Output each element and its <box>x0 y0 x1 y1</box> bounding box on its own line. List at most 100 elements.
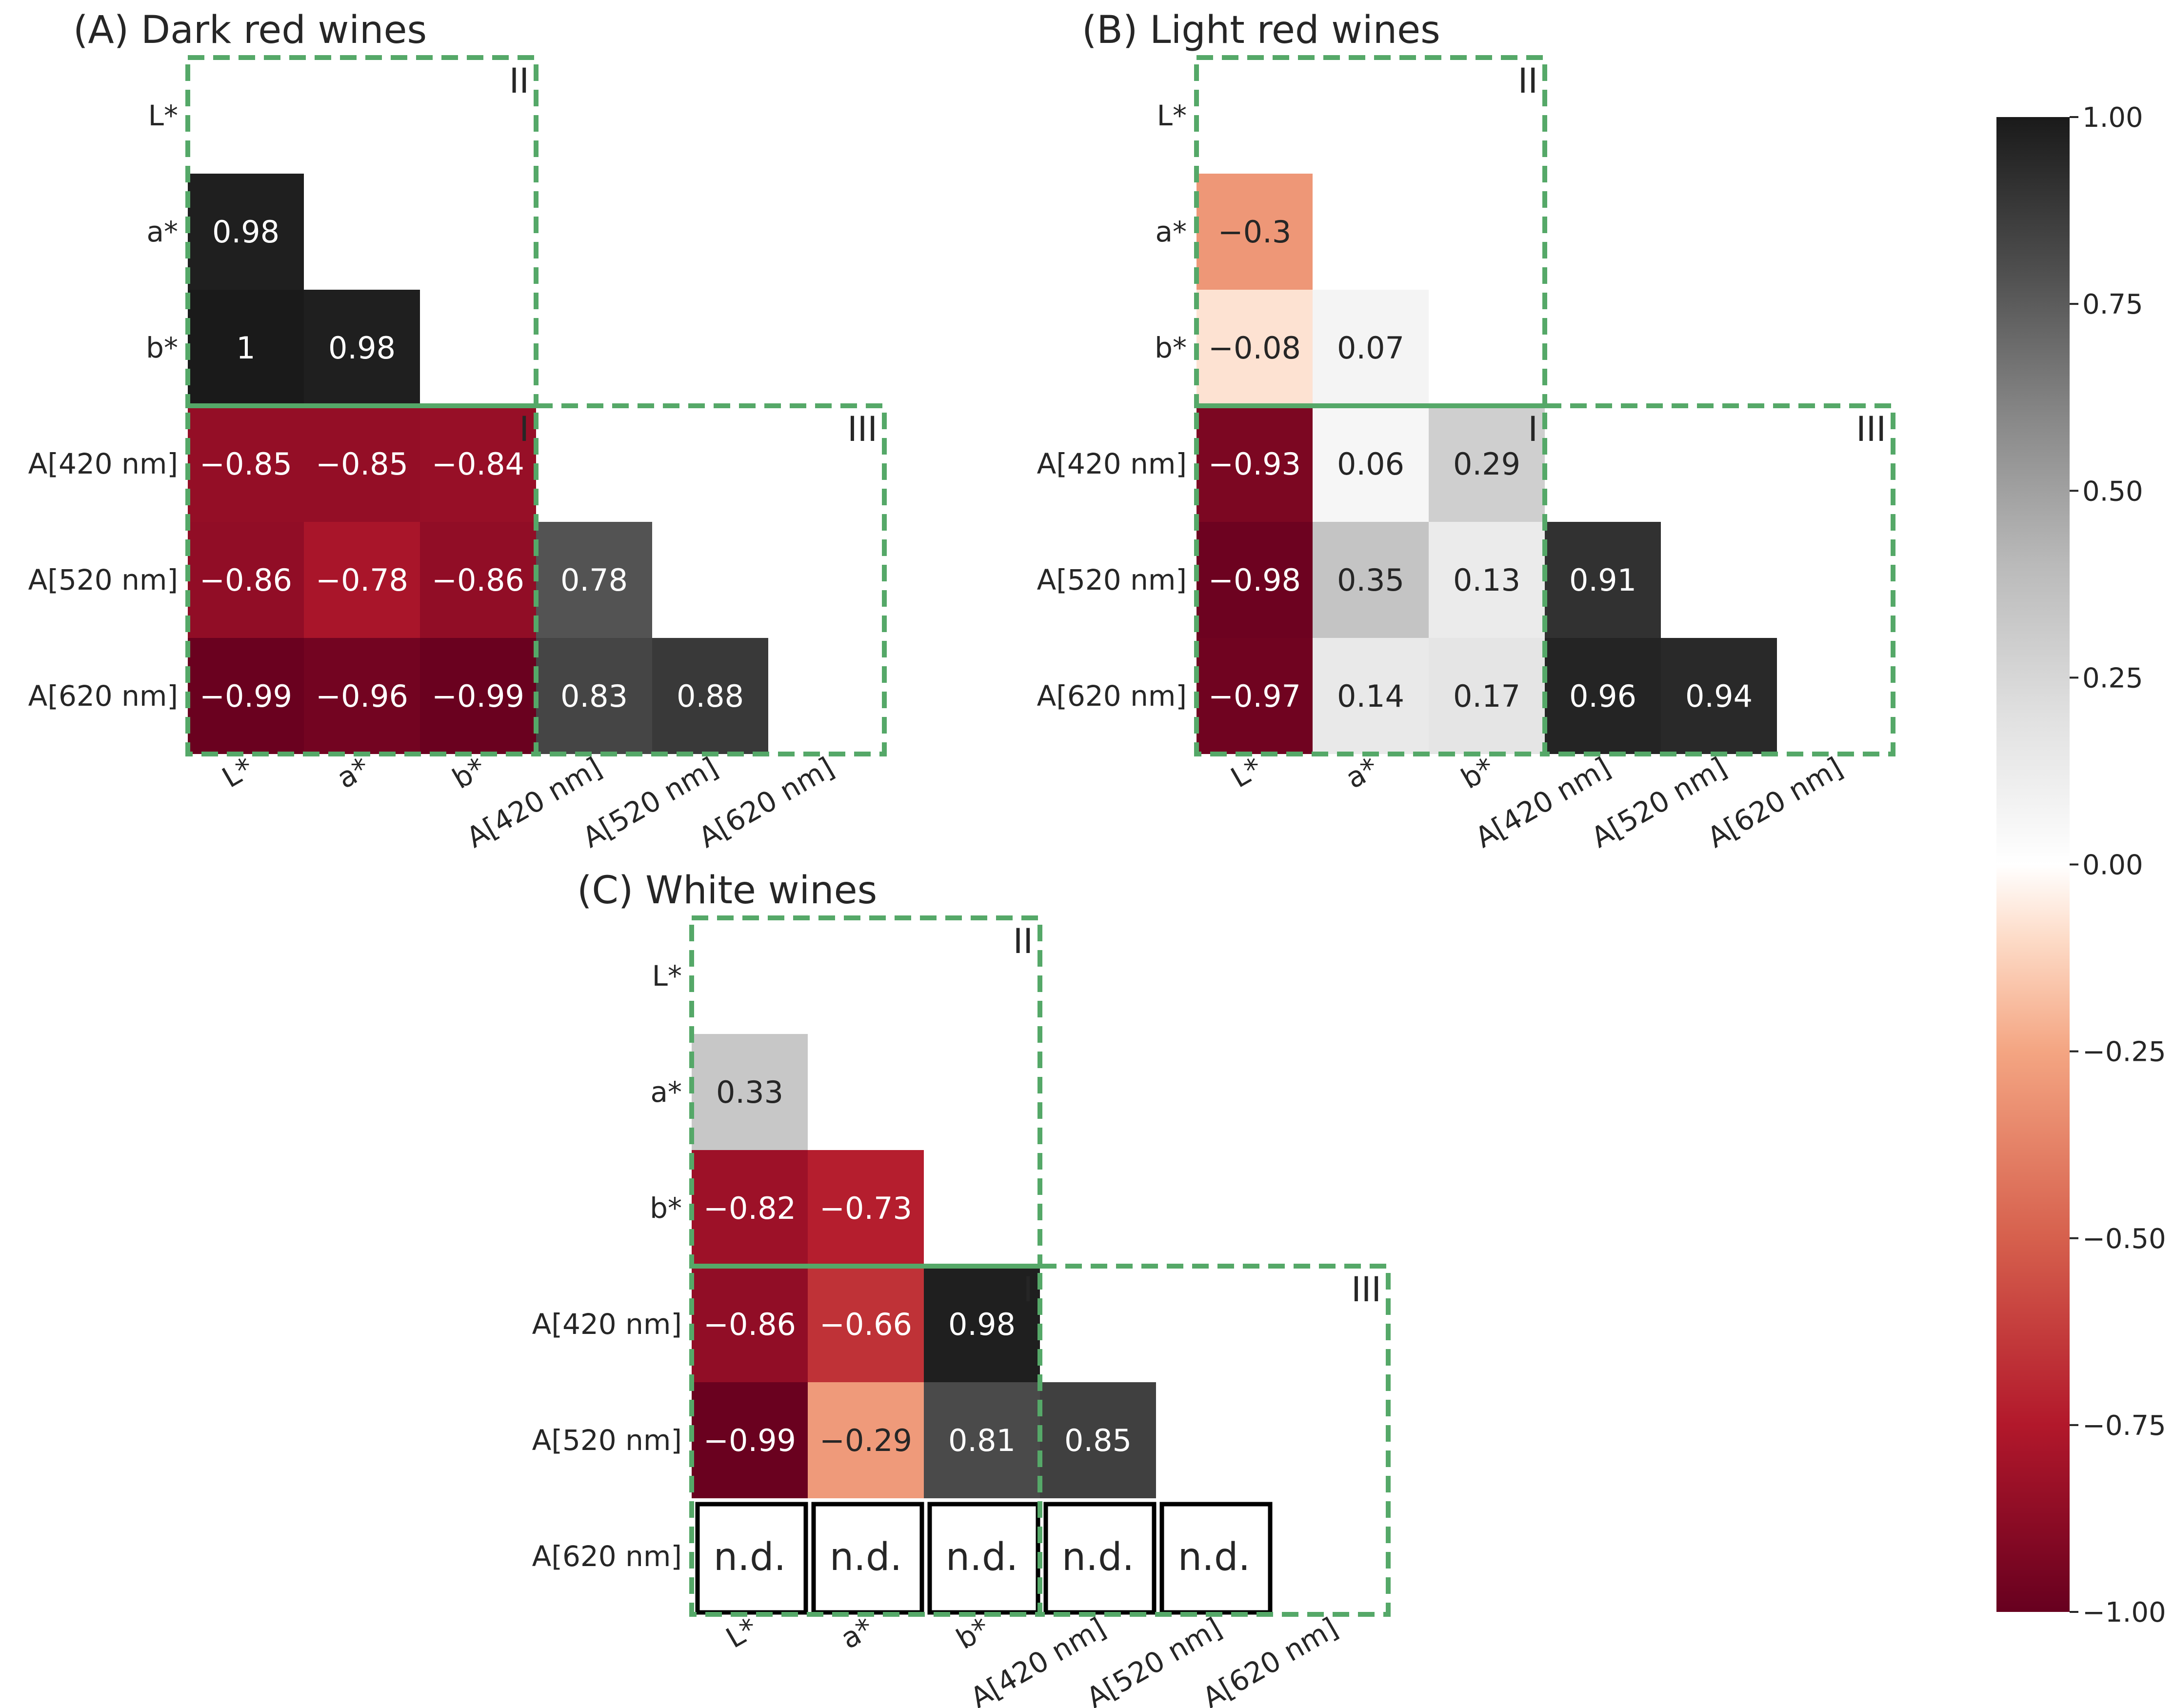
heatmap-cell <box>420 522 536 638</box>
column-tick-label: L* <box>720 1611 763 1655</box>
heatmap-panel: (A) Dark red wines 0.98 1 0.98 −0.85 −0.85 −0.… <box>28 8 887 854</box>
column-tick-label: a* <box>1340 751 1384 795</box>
cell-value-label: −0.84 <box>432 446 524 482</box>
cell-value-label: 1 <box>236 330 255 366</box>
heatmap-cell <box>808 1150 924 1266</box>
cell-value-label: 0.81 <box>948 1423 1016 1458</box>
colorbar-tick-label: −0.75 <box>2082 1410 2166 1442</box>
heatmap-cell <box>1197 522 1313 638</box>
region-outline <box>185 55 539 408</box>
cell-value-label: −0.99 <box>199 678 292 714</box>
cell-value-label: 0.98 <box>948 1307 1016 1342</box>
colorbar-tick-label: −0.25 <box>2082 1036 2166 1068</box>
heatmap-cell <box>1197 406 1313 522</box>
heatmap-cell <box>304 290 420 406</box>
region-label: II <box>509 61 529 101</box>
colorbar-tick-label: 0.25 <box>2082 662 2143 694</box>
region-outline <box>1194 55 1547 408</box>
heatmap-cell <box>924 1266 1040 1382</box>
heatmap-cell <box>1197 638 1313 754</box>
row-tick-label: A[620 nm] <box>1037 679 1187 713</box>
row-tick-label: L* <box>652 959 682 993</box>
heatmap-cell <box>188 290 304 406</box>
cell-value-label: 0.98 <box>328 330 396 366</box>
cell-value-label: −0.99 <box>703 1423 796 1458</box>
cell-value-label: 0.98 <box>212 214 279 250</box>
cell-value-label: n.d. <box>1178 1535 1251 1579</box>
row-tick-label: A[420 nm] <box>532 1308 682 1341</box>
cell-value-label: −0.99 <box>432 678 524 714</box>
cell-value-label: −0.29 <box>819 1423 912 1458</box>
region-label: III <box>1351 1270 1381 1310</box>
cell-value-label: n.d. <box>1062 1535 1135 1579</box>
heatmap-cell <box>188 174 304 290</box>
heatmap-cell <box>692 1266 808 1382</box>
heatmap-cell <box>536 522 652 638</box>
cell-value-label: n.d. <box>714 1535 786 1579</box>
heatmap-cell <box>304 522 420 638</box>
heatmap-cell <box>1197 174 1313 290</box>
colorbar-tick-label: 1.00 <box>2082 102 2143 134</box>
heatmap-cell <box>1313 290 1429 406</box>
region-label: III <box>847 409 878 449</box>
colorbar-tick-label: 0.75 <box>2082 289 2143 320</box>
heatmap-cell <box>808 1382 924 1498</box>
cell-value-label: 0.14 <box>1337 678 1404 714</box>
cell-value-label: n.d. <box>946 1535 1018 1579</box>
heatmap-cell <box>1429 638 1545 754</box>
heatmap-cell <box>1040 1382 1156 1498</box>
cell-value-label: −0.78 <box>316 562 408 598</box>
heatmap-cell <box>1197 290 1313 406</box>
heatmap-cell <box>1545 638 1661 754</box>
heatmap-cell <box>304 638 420 754</box>
heatmap-cell <box>1661 638 1777 754</box>
colorbar <box>1996 117 2070 1612</box>
cell-value-label: −0.73 <box>819 1191 912 1226</box>
heatmap-cell <box>924 1382 1040 1498</box>
region-outline <box>1037 1264 1391 1617</box>
cell-value-label: 0.35 <box>1337 562 1404 598</box>
row-tick-label: A[420 nm] <box>1037 447 1187 480</box>
row-tick-label: a* <box>650 1075 682 1109</box>
row-tick-label: b* <box>146 331 178 364</box>
cell-value-label: 0.85 <box>1064 1423 1132 1458</box>
region-label: I <box>1528 409 1538 449</box>
heatmap-cell <box>420 406 536 522</box>
cell-value-label: 0.06 <box>1337 446 1404 482</box>
column-tick-label: a* <box>835 1611 879 1655</box>
heatmap-cell <box>188 638 304 754</box>
cell-value-label: −0.98 <box>1208 562 1301 598</box>
heatmap-cell-not-determined <box>927 1502 1040 1615</box>
row-tick-label: L* <box>1157 99 1187 132</box>
cell-value-label: −0.86 <box>199 562 292 598</box>
cell-value-label: 0.96 <box>1569 678 1636 714</box>
heatmap-cell <box>420 638 536 754</box>
heatmap-cell <box>1313 522 1429 638</box>
cell-value-label: −0.3 <box>1218 214 1292 250</box>
heatmap-cell <box>652 638 768 754</box>
heatmap-cell <box>692 1382 808 1498</box>
region-label: I <box>1023 1270 1033 1310</box>
row-tick-label: b* <box>650 1192 682 1225</box>
colorbar-tick-label: −1.00 <box>2082 1597 2166 1629</box>
heatmap-cell <box>1545 522 1661 638</box>
column-tick-label: b* <box>447 751 491 795</box>
region-outline <box>1542 403 1895 756</box>
column-tick-label: b* <box>951 1611 995 1656</box>
cell-value-label: 0.29 <box>1453 446 1520 482</box>
panel-title: (C) White wines <box>577 869 877 913</box>
heatmap-panel: (B) Light red wines −0.3 −0.08 0.07 −0.93 0.0… <box>1037 8 1895 854</box>
heatmap-cell-not-determined <box>1159 1502 1273 1615</box>
column-tick-label: a* <box>331 751 375 795</box>
heatmap-cell <box>1313 638 1429 754</box>
row-tick-label: a* <box>146 215 178 248</box>
column-tick-label: b* <box>1456 751 1500 795</box>
panel-title: (A) Dark red wines <box>73 8 427 52</box>
heatmap-cell <box>692 1150 808 1266</box>
heatmap-cell <box>808 1266 924 1382</box>
region-label: II <box>1013 921 1033 961</box>
colorbar-tick-label: −0.50 <box>2082 1223 2166 1255</box>
cell-value-label: 0.83 <box>560 678 628 714</box>
region-label: I <box>519 409 529 449</box>
row-tick-label: A[620 nm] <box>532 1540 682 1573</box>
